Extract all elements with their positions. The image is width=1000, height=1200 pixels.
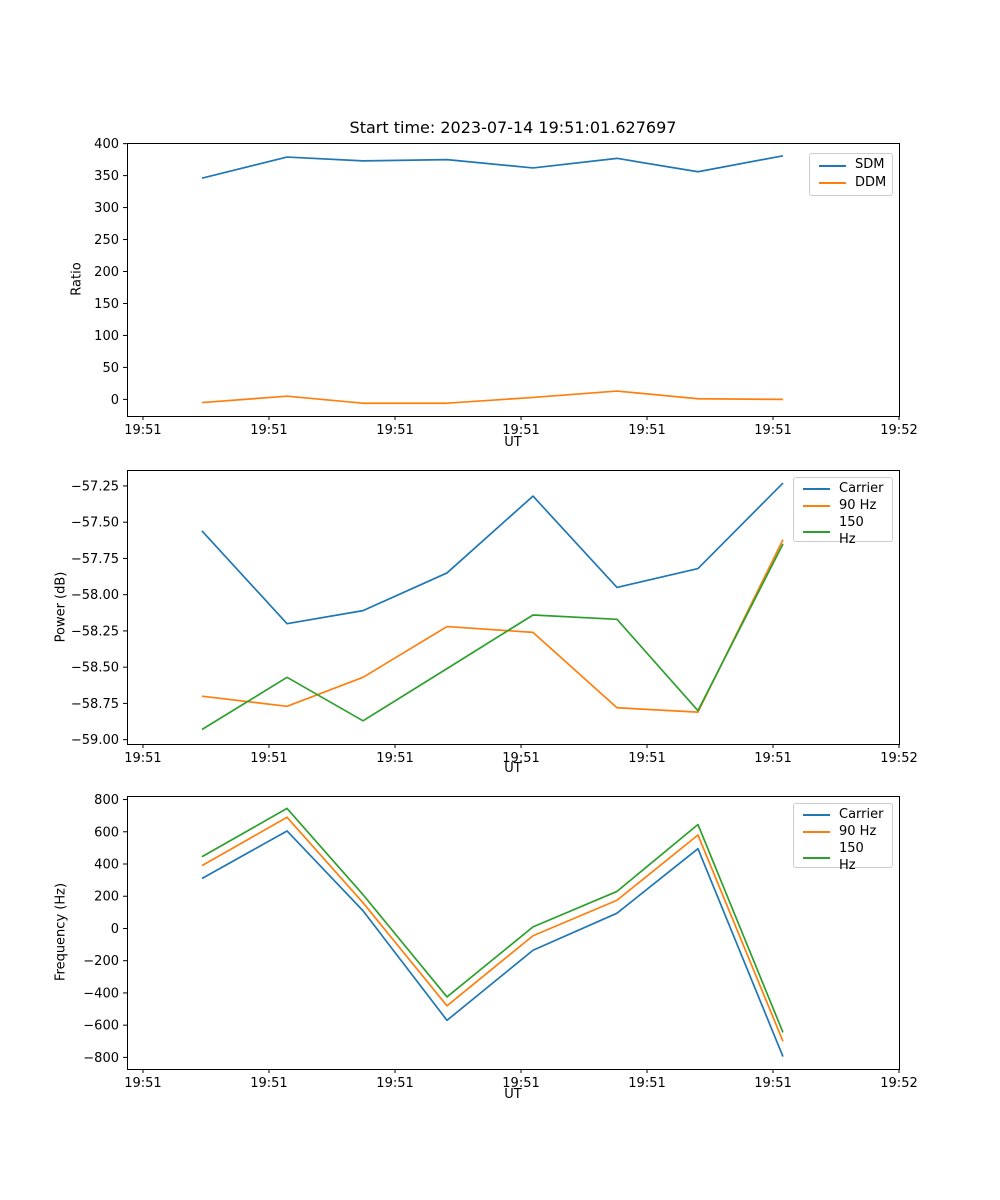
y-tick-label: −200 [83,954,119,969]
legend-label-150hz: 150 Hz [839,840,864,873]
carrier-line-swatch [803,814,830,817]
series-line-90-hz [201,816,784,1042]
x-tick-label: 19:51 [754,751,791,766]
x-tick-label: 19:51 [250,1076,287,1091]
series-line-carrier [201,830,784,1057]
90hz-line-swatch [803,831,830,834]
y-tick-label: 400 [94,858,119,873]
x-tick-label: 19:51 [376,423,413,438]
power-plot-legend: Carrier 90 Hz 150 Hz [793,477,893,547]
y-tick-label: −57.75 [71,552,119,567]
y-tick-label: 300 [94,201,119,216]
power-plot-ylabel: Power (dB) [53,571,69,643]
x-tick-label: 19:51 [628,751,665,766]
x-tick-label: 19:51 [376,1076,413,1091]
x-tick-label: 19:51 [754,423,791,438]
frequency-plot-ylabel: Frequency (Hz) [53,882,69,982]
x-tick-label: 19:51 [628,423,665,438]
ddm-line-swatch [819,182,846,185]
x-tick-label: 19:52 [880,751,917,766]
legend-row-150hz: 150 Hz [803,515,883,549]
legend-row-carrier: Carrier [803,807,883,824]
legend-label-ddm: DDM [855,174,887,190]
y-tick-label: −600 [83,1019,119,1034]
x-tick-label: 19:51 [502,1076,539,1091]
series-line-carrier [201,482,784,625]
legend-label-90hz: 90 Hz [839,497,877,513]
legend-row-90hz: 90 Hz [803,498,883,515]
y-tick-label: 0 [111,393,119,408]
series-line-150-hz [201,807,784,1033]
x-tick-label: 19:51 [754,1076,791,1091]
y-tick-label: −58.00 [71,588,119,603]
subplot-2: 800 600 400 200 0 −200 −400 −600 −800 19:51 19:51 1… [83,793,917,1091]
x-tick-label: 19:51 [628,1076,665,1091]
y-tick-label: 400 [94,137,119,152]
y-tick-label: −57.25 [71,479,119,494]
x-tick-label: 19:51 [124,751,161,766]
x-tick-label: 19:52 [880,1076,917,1091]
y-tick-label: 250 [94,233,119,248]
y-tick-label: −58.50 [71,661,119,676]
frequency-plot-xlabel: UT [504,1087,522,1102]
y-tick-label: −58.75 [71,697,119,712]
y-tick-label: −58.25 [71,624,119,639]
x-tick-label: 19:51 [502,751,539,766]
legend-row-carrier: Carrier [803,481,883,498]
y-tick-label: 800 [94,793,119,808]
subplot-1: −57.25 −57.50 −57.75 −58.00 −58.25 −58.50 −58.… [71,470,918,766]
x-tick-label: 19:51 [502,423,539,438]
y-tick-label: 200 [94,265,119,280]
sdm-line-swatch [819,164,846,167]
ratio-plot-ylabel: Ratio [69,262,85,296]
legend-row-150hz: 150 Hz [803,841,883,875]
legend-label-sdm: SDM [855,157,885,173]
150hz-line-swatch [803,530,830,533]
90hz-line-swatch [803,505,830,508]
power-plot-xlabel: UT [504,761,522,776]
y-tick-label: −57.50 [71,516,119,531]
y-tick-label: 150 [94,297,119,312]
series-line-sdm [201,154,784,179]
ratio-plot-legend: SDM DDM [809,153,893,196]
axes-frame [127,143,900,417]
series-line-ddm [201,390,783,405]
legend-row-90hz: 90 Hz [803,824,883,841]
y-tick-label: 0 [111,922,119,937]
subplot-0: 400 350 300 250 200 150 100 50 0 19:51 19:51 19:51 1… [94,137,918,438]
y-tick-label: 350 [94,169,119,184]
series-line-150-hz [201,543,784,731]
y-tick-label: 200 [94,890,119,905]
y-tick-label: −59.00 [71,733,119,748]
legend-row-ddm: DDM [819,174,887,192]
x-tick-label: 19:51 [250,423,287,438]
ratio-plot-xlabel: UT [504,435,522,450]
legend-row-sdm: SDM [819,157,885,174]
frequency-plot-legend: Carrier 90 Hz 150 Hz [793,803,893,873]
carrier-line-swatch [803,488,830,491]
x-tick-label: 19:51 [376,751,413,766]
series-line-90-hz [201,539,784,713]
legend-label-150hz: 150 Hz [839,514,864,547]
axes-frame [127,796,900,1070]
y-tick-label: 600 [94,825,119,840]
x-tick-label: 19:51 [124,423,161,438]
figure-title: Start time: 2023-07-14 19:51:01.627697 [349,118,677,137]
y-tick-label: 100 [94,329,119,344]
legend-label-carrier: Carrier [839,481,884,496]
150hz-line-swatch [803,856,830,859]
legend-label-90hz: 90 Hz [839,823,877,839]
y-tick-label: −800 [83,1051,119,1066]
x-tick-label: 19:51 [250,751,287,766]
x-tick-label: 19:52 [880,423,917,438]
axes-frame [127,470,900,745]
y-tick-label: −400 [83,986,119,1001]
legend-label-carrier: Carrier [839,807,884,822]
y-tick-label: 50 [102,361,119,376]
x-tick-label: 19:51 [124,1076,161,1091]
